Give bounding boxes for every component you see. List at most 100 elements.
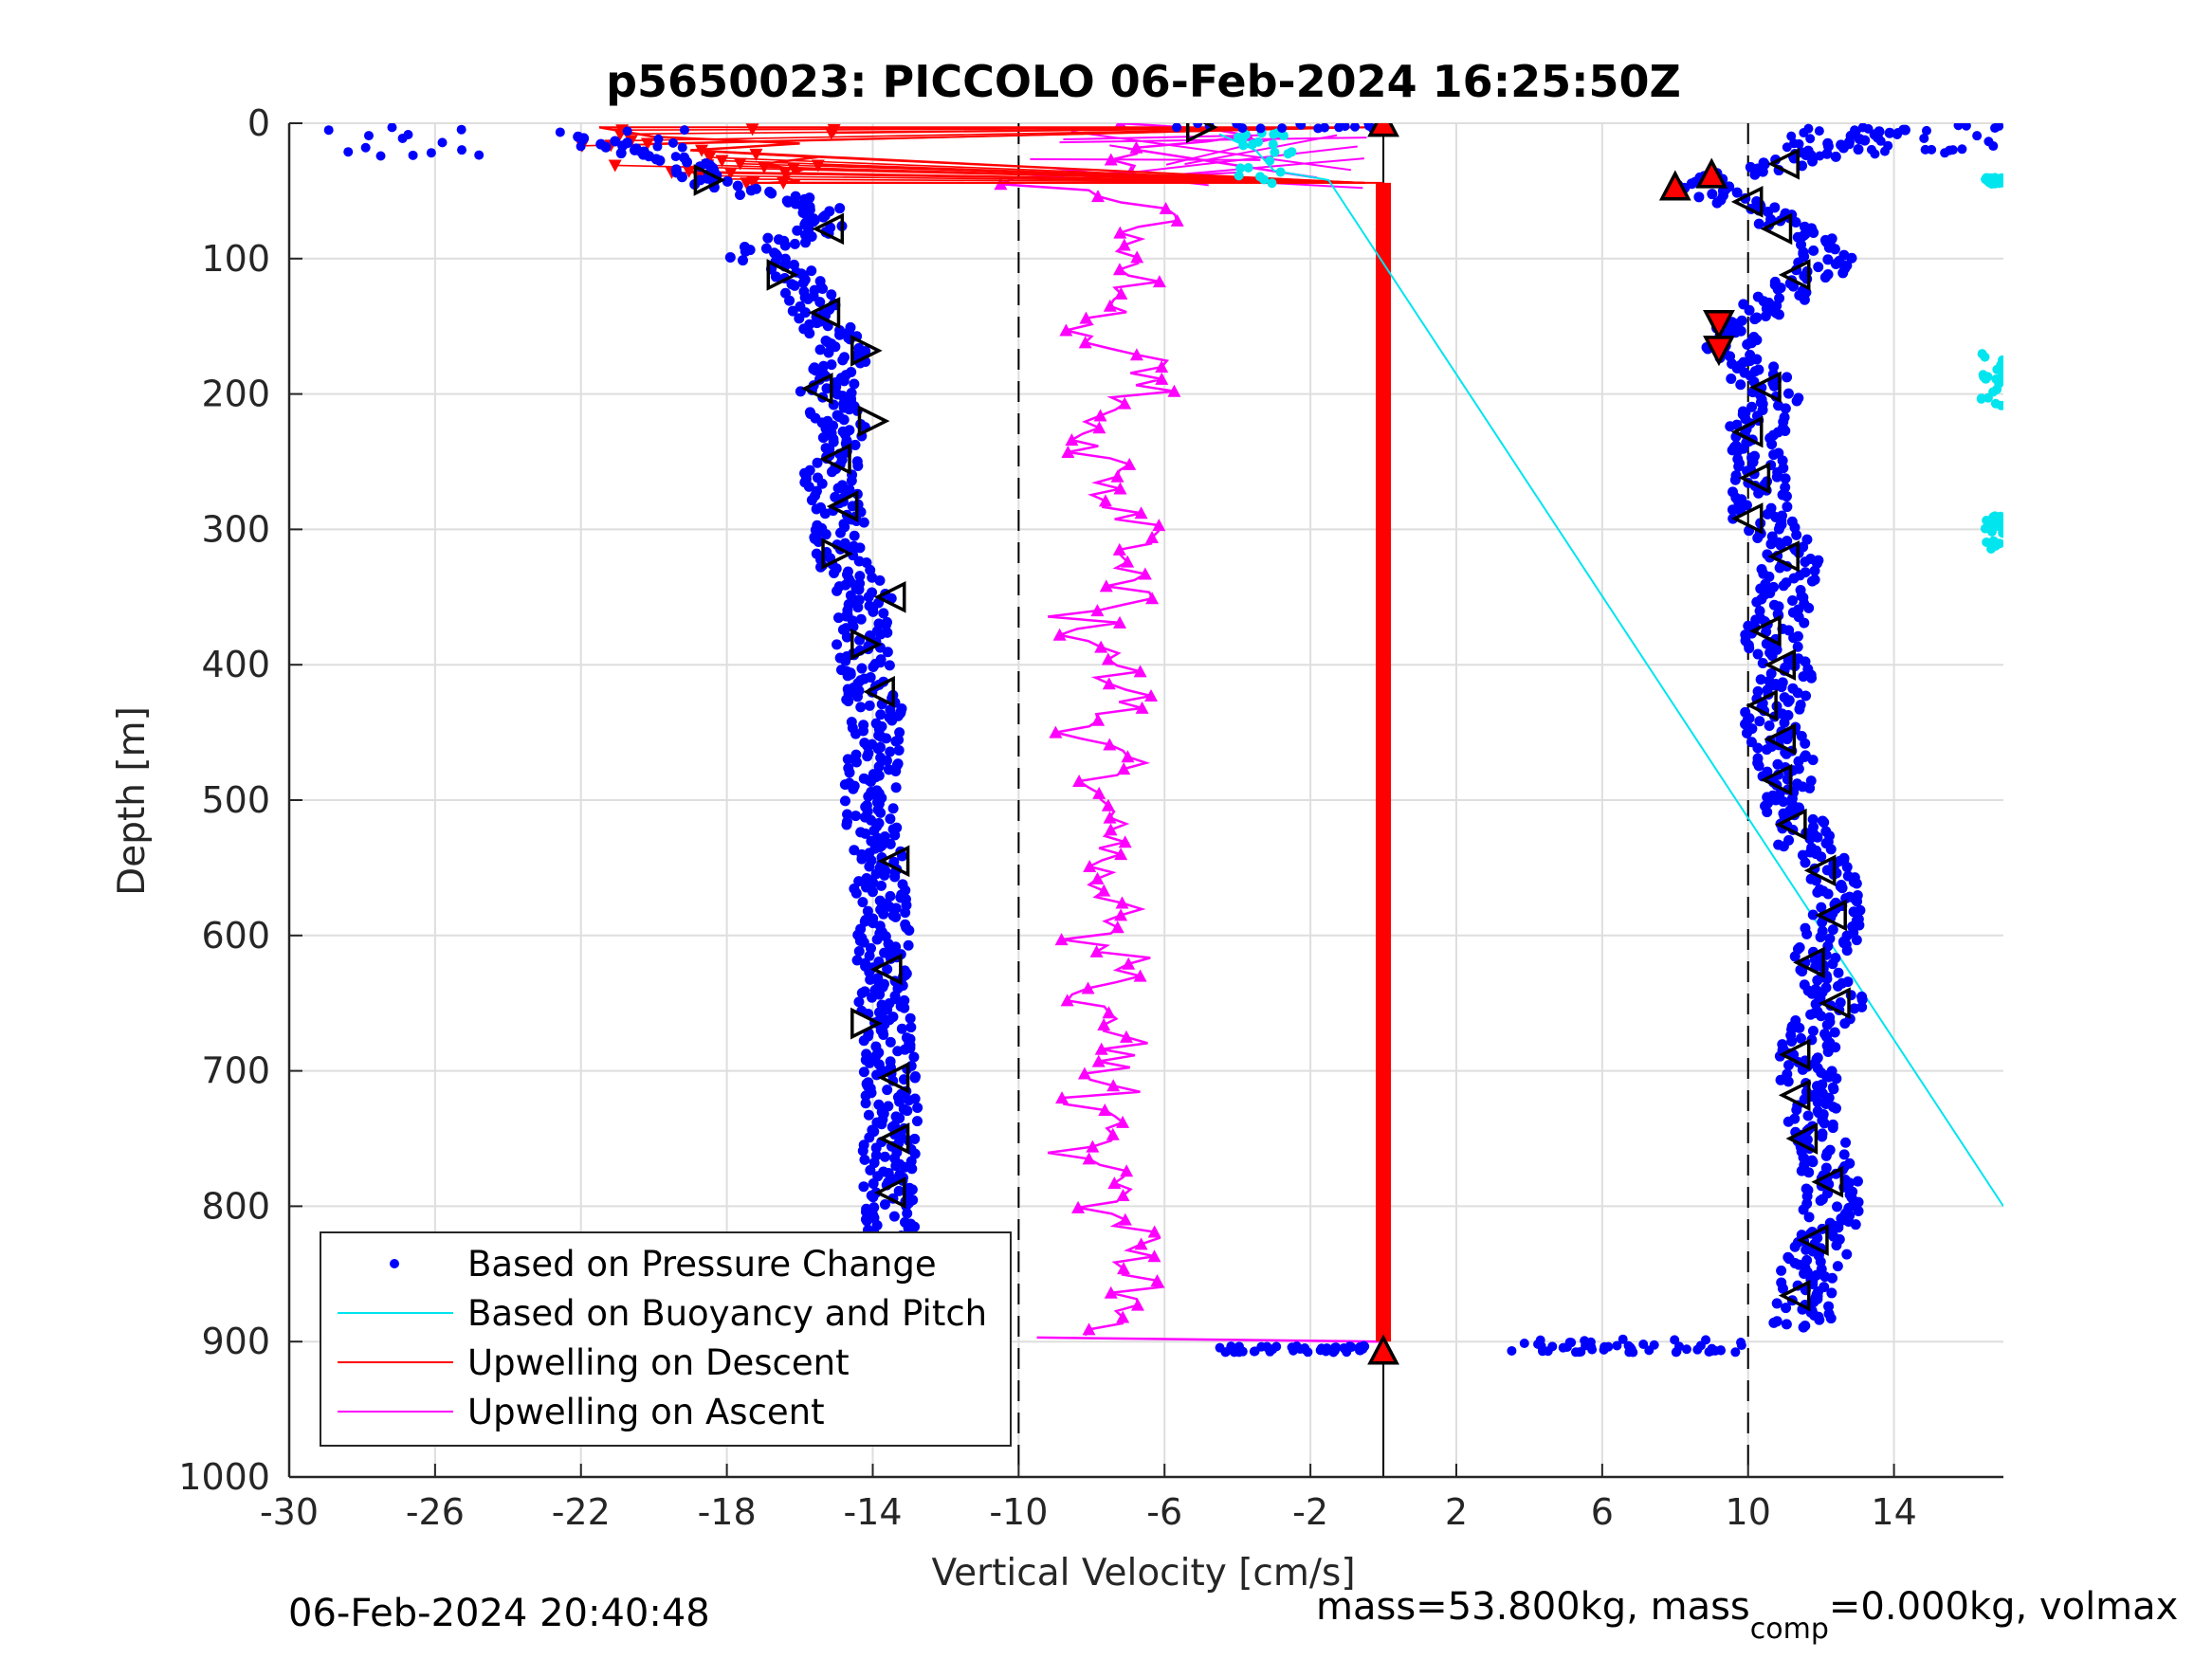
pressure-point-ascent (1750, 614, 1762, 626)
ascent-marker (1072, 775, 1087, 788)
pressure-point-ascent (1812, 1097, 1823, 1108)
ascent-marker (1078, 336, 1092, 349)
ascent-marker (1052, 628, 1067, 641)
ascent-marker (1094, 1042, 1108, 1055)
pressure-point-surface (1350, 123, 1361, 132)
pressure-point-descent (876, 1119, 887, 1130)
pressure-point-ascent (1807, 1025, 1819, 1036)
buoyancy-point (1986, 522, 1997, 533)
pressure-point-bottom (1533, 1339, 1544, 1349)
descent-link (671, 172, 1365, 184)
pressure-point-descent (853, 946, 865, 957)
pressure-point-surface (1801, 151, 1811, 161)
pressure-point-ascent (1794, 1022, 1805, 1033)
pressure-point-descent (885, 838, 896, 849)
left-triangle-marker (869, 953, 903, 986)
left-triangle-marker (873, 1176, 906, 1209)
legend-label: Upwelling on Descent (467, 1342, 850, 1383)
pressure-point-ascent (1839, 1018, 1851, 1030)
pressure-point-descent (814, 297, 826, 308)
pressure-point-surface (1363, 123, 1374, 129)
red-triangle-marker (1367, 1334, 1399, 1365)
left-triangle-marker (1730, 185, 1764, 218)
left-triangle-marker (1785, 1122, 1819, 1155)
pressure-point-ascent (1771, 471, 1782, 483)
pressure-point-descent (861, 1215, 872, 1227)
ascent-marker (1133, 969, 1147, 982)
pressure-point-ascent (1753, 760, 1764, 772)
ascent-marker (1116, 1115, 1130, 1128)
pressure-point-descent (820, 529, 832, 540)
pressure-point-descent (904, 1095, 915, 1106)
pressure-point-bottom (1566, 1338, 1577, 1348)
pressure-point-descent (817, 211, 829, 223)
pressure-point-descent (811, 503, 822, 515)
pressure-point-surface (437, 137, 448, 148)
ascent-marker (1120, 1164, 1134, 1177)
y-tick-label: 700 (201, 1050, 270, 1092)
pressure-point-ascent (1807, 1157, 1819, 1168)
pressure-point-ascent (1787, 281, 1799, 292)
ascent-marker (1129, 348, 1143, 361)
descent-marker (740, 177, 754, 191)
pressure-point-surface (1320, 123, 1330, 133)
pressure-point-descent (842, 670, 853, 682)
pressure-point-descent (784, 295, 795, 306)
pressure-point-ascent (1801, 273, 1813, 284)
ascent-marker (1110, 921, 1124, 934)
pressure-point-bottom (1329, 1345, 1340, 1356)
pressure-point-surface (1295, 123, 1306, 129)
pressure-point-descent (890, 736, 902, 747)
x-tick-label: 6 (1591, 1491, 1614, 1533)
ascent-marker (1113, 226, 1127, 239)
pressure-point-ascent (1821, 1019, 1833, 1030)
pressure-point-descent (842, 809, 853, 820)
pressure-point-ascent (1804, 833, 1816, 845)
ascent-marker (1049, 725, 1063, 738)
pressure-point-ascent (1817, 1131, 1828, 1142)
pressure-point-bottom (1670, 1335, 1680, 1345)
pressure-point-descent (905, 1012, 916, 1024)
pressure-point-descent (745, 185, 757, 196)
left-triangle-marker (800, 373, 833, 405)
ascent-marker (1134, 506, 1148, 520)
pressure-point-descent (867, 992, 878, 1003)
pressure-point-ascent (1801, 928, 1813, 939)
ascent-marker (1134, 1237, 1148, 1250)
pressure-point-ascent (1731, 446, 1743, 457)
pressure-point-ascent (1814, 1314, 1825, 1325)
red-triangle-marker (1367, 123, 1399, 137)
pressure-point-descent (857, 1145, 868, 1157)
pressure-point-ascent (1827, 1122, 1838, 1134)
pressure-point-ascent (1727, 504, 1738, 516)
pressure-point-descent (856, 663, 868, 674)
pressure-point-ascent (1819, 1118, 1830, 1129)
pressure-point-descent (841, 631, 852, 643)
left-triangle-marker (877, 1122, 910, 1155)
pressure-point-ascent (1848, 906, 1859, 918)
pressure-point-descent (832, 585, 843, 596)
descent-link (581, 126, 1365, 147)
pressure-point-descent (875, 807, 887, 818)
ascent-marker (1055, 1091, 1069, 1104)
pressure-point-descent (682, 156, 693, 168)
pressure-point-ascent (1809, 565, 1820, 576)
pressure-point-bottom (1295, 1344, 1306, 1355)
pressure-point-surface (387, 123, 397, 133)
left-triangle-marker (1819, 987, 1851, 1020)
pressure-point-bottom (1256, 1341, 1267, 1352)
pressure-point-ascent (1751, 596, 1763, 608)
pressure-point-ascent (1853, 1206, 1864, 1217)
pressure-point-bottom (1644, 1345, 1654, 1356)
pressure-point-ascent (1850, 1219, 1861, 1231)
ascent-marker (1113, 615, 1127, 629)
pressure-point-descent (887, 715, 898, 726)
pressure-point-bottom (1618, 1334, 1628, 1344)
pressure-point-surface (1794, 138, 1804, 149)
pressure-point-ascent (1830, 259, 1841, 270)
ascent-marker (1061, 446, 1075, 459)
pressure-point-descent (832, 639, 843, 650)
y-tick-label: 900 (201, 1321, 270, 1362)
pressure-point-ascent (1853, 144, 1864, 155)
pressure-point-surface (1875, 136, 1886, 146)
